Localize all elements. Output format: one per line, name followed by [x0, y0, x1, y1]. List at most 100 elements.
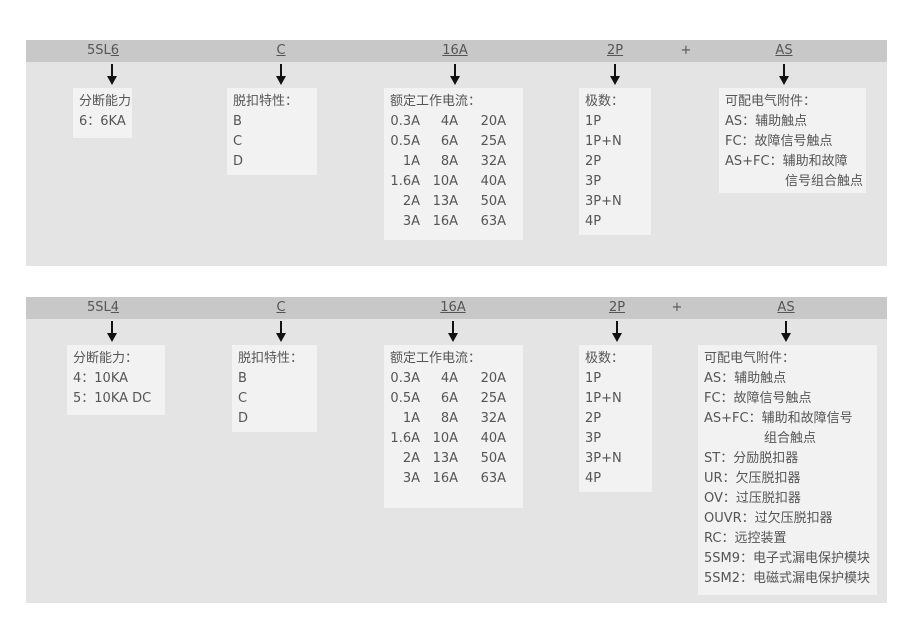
poles-box: 极数： 1P 1P+N 2P 3P 3P+N 4P [579, 345, 652, 492]
poles-title: 极数： [585, 351, 625, 366]
breaking-box: 分断能力 6：6KA [73, 88, 132, 138]
accessory-item: UR：欠压脱扣器 [704, 471, 801, 486]
poles-item: 1P [585, 114, 602, 129]
code-current-text: 16A [442, 43, 468, 58]
current-value: 50A [480, 194, 506, 209]
code-poles: 2P [607, 43, 623, 58]
current-value: 63A [480, 214, 506, 229]
code-current-text: 16A [440, 300, 466, 315]
accessory-item: 组合触点 [764, 431, 817, 446]
code-accessory-text: AS [777, 300, 795, 315]
current-box: 额定工作电流： 0.3A 4A 20A 0.5A 6A 25A 1A 8A 32A 1.6A 10A 4… [384, 88, 523, 240]
code-accessory-text: AS [775, 43, 793, 58]
accessory-item: 5SM9：电子式漏电保护模块 [704, 551, 871, 566]
current-value: 0.3A [390, 114, 420, 129]
current-value: 8A [440, 411, 458, 426]
poles-item: 4P [585, 214, 602, 229]
poles-item: 2P [585, 154, 602, 169]
trip-item: D [238, 411, 249, 426]
code-header-bar [26, 297, 887, 319]
code-series: 5SL6 [87, 43, 119, 58]
current-value: 16A [432, 214, 458, 229]
trip-box: 脱扣特性： B C D [232, 345, 317, 432]
current-value: 0.5A [390, 134, 420, 149]
current-value: 16A [432, 471, 458, 486]
poles-item: 3P+N [585, 451, 622, 466]
current-value: 0.5A [390, 391, 420, 406]
current-value: 13A [432, 451, 458, 466]
current-table: 0.3A 4A 20A 0.5A 6A 25A 1A 8A 32A 1.6A 10A 40A 2A 13A… [390, 112, 517, 232]
breaking-item: 6：6KA [79, 114, 126, 129]
current-value: 0.3A [390, 371, 420, 386]
current-title: 额定工作电流： [390, 351, 482, 366]
current-value: 3A [402, 214, 420, 229]
poles-item: 2P [585, 411, 602, 426]
poles-item: 3P [585, 431, 602, 446]
accessory-item: AS：辅助触点 [725, 114, 808, 129]
current-value: 1.6A [390, 431, 420, 446]
breaking-item: 4：10KA [73, 371, 129, 386]
accessory-item: 信号组合触点 [785, 174, 864, 189]
accessory-item: AS：辅助触点 [704, 371, 787, 386]
current-value: 1A [402, 411, 420, 426]
current-value: 2A [402, 194, 420, 209]
accessory-item: AS+FC：辅助和故障 [725, 154, 848, 169]
current-value: 10A [432, 431, 458, 446]
current-value: 50A [480, 451, 506, 466]
current-box: 额定工作电流： 0.3A 4A 20A 0.5A 6A 25A 1A 8A 32A 1.6A 10A 4… [384, 345, 523, 508]
trip-title: 脱扣特性： [233, 94, 299, 109]
code-poles-text: 2P [606, 43, 624, 58]
accessory-item: OV：过压脱扣器 [704, 491, 801, 506]
current-table: 0.3A 4A 20A 0.5A 6A 25A 1A 8A 32A 1.6A 10A 40A 2A 13A… [390, 369, 517, 489]
current-value: 4A [440, 371, 458, 386]
breaking-box: 分断能力： 4：10KA 5：10KA DC [67, 345, 165, 415]
code-header-bar [26, 40, 887, 62]
code-poles-text: 2P [608, 300, 626, 315]
code-accessory: AS [775, 43, 792, 58]
code-current: 16A [440, 300, 465, 315]
current-value: 32A [480, 411, 506, 426]
current-value: 6A [440, 391, 458, 406]
accessory-item: FC：故障信号触点 [704, 391, 812, 406]
accessory-item: FC：故障信号触点 [725, 134, 833, 149]
poles-item: 1P+N [585, 134, 622, 149]
accessory-title: 可配电气附件： [725, 94, 817, 109]
breaking-title: 分断能力 [79, 94, 132, 109]
current-value: 1.6A [390, 174, 420, 189]
series-prefix: 5SL [86, 43, 111, 58]
current-value: 40A [480, 174, 506, 189]
current-value: 20A [480, 371, 506, 386]
breaking-item: 5：10KA DC [73, 391, 152, 406]
accessory-item: OUVR：过欠压脱扣器 [704, 511, 833, 526]
code-plus: + [680, 43, 692, 58]
code-poles: 2P [609, 300, 625, 315]
accessory-item: ST：分励脱扣器 [704, 451, 799, 466]
code-series: 5SL4 [87, 300, 119, 315]
trip-item: B [233, 114, 242, 129]
code-trip-text: C [276, 300, 286, 315]
accessory-item: RC：远控装置 [704, 531, 787, 546]
current-value: 3A [402, 471, 420, 486]
trip-item: D [233, 154, 244, 169]
current-value: 2A [402, 451, 420, 466]
trip-item: C [238, 391, 248, 406]
accessory-item: AS+FC：辅助和故障信号 [704, 411, 853, 426]
current-value: 40A [480, 431, 506, 446]
poles-item: 1P+N [585, 391, 622, 406]
poles-item: 1P [585, 371, 602, 386]
current-title: 额定工作电流： [390, 94, 482, 109]
trip-box: 脱扣特性： B C D [227, 88, 317, 175]
accessory-item: 5SM2：电磁式漏电保护模块 [704, 571, 871, 586]
poles-title: 极数： [585, 94, 625, 109]
current-value: 6A [440, 134, 458, 149]
current-value: 1A [402, 154, 420, 169]
poles-box: 极数： 1P 1P+N 2P 3P 3P+N 4P [579, 88, 651, 235]
trip-title: 脱扣特性： [238, 351, 304, 366]
code-panel-1: 5SL6 C 16A 2P + AS 分断能力 6：6KA 脱扣特性： B C D 极数： 1P 1P+N 2… [26, 40, 887, 266]
series-digit: 6 [110, 43, 120, 58]
code-trip: C [276, 43, 285, 58]
current-value: 32A [480, 154, 506, 169]
code-accessory: AS [777, 300, 794, 315]
current-value: 8A [440, 154, 458, 169]
current-value: 13A [432, 194, 458, 209]
